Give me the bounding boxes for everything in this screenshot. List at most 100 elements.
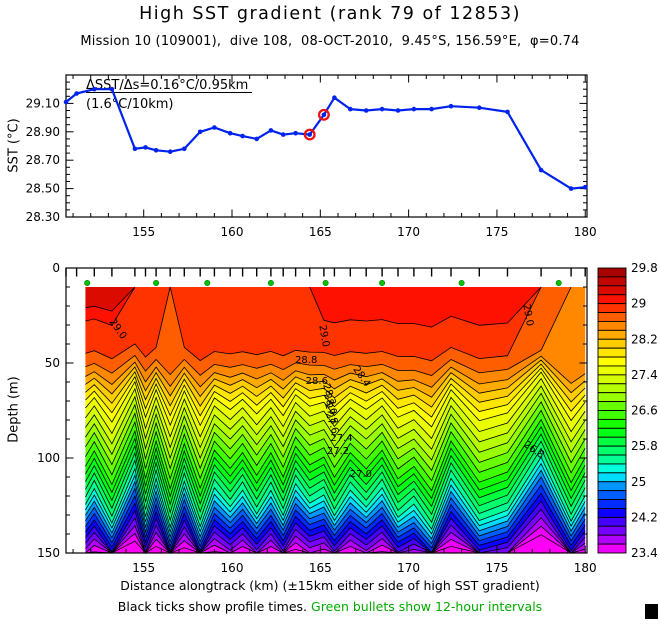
- contour-label: 28.8: [295, 355, 317, 366]
- sst-marker: [132, 146, 138, 152]
- temperature-band: [85, 534, 586, 553]
- colorbar-tick-label: 29: [631, 297, 646, 311]
- isotherm-contour: [85, 484, 586, 549]
- sst-marker: [363, 108, 369, 113]
- temperature-band: [85, 393, 586, 471]
- colorbar-cell: [597, 285, 627, 296]
- colorbar-cell: [597, 454, 627, 465]
- isotherm-contour: [85, 447, 586, 524]
- isotherm-contour: [85, 401, 586, 472]
- temperature-band: [85, 526, 586, 553]
- colorbar-cell: [597, 534, 627, 545]
- sst-marker: [227, 130, 233, 136]
- isotherm-contour: [85, 385, 586, 450]
- isotherm-contour: [85, 525, 586, 554]
- colorbar-tick-label: 28.2: [631, 332, 658, 346]
- isotherm-contour: [85, 440, 586, 516]
- sst-marker: [582, 184, 588, 190]
- gradient-annotation-line1: ΔSST/Δs=0.16°C/0.95km: [86, 78, 248, 93]
- isotherm-contour: [85, 286, 542, 362]
- isotherm-contour: [85, 286, 572, 376]
- contour-label: 27.2: [327, 446, 349, 457]
- sst-y-tick-label: 28.30: [26, 210, 60, 224]
- depth-tick-label: 50: [45, 356, 60, 370]
- colorbar-tick-label: 25: [631, 475, 646, 489]
- temperature-band: [85, 509, 586, 553]
- contour-label: 29.0: [316, 324, 331, 348]
- colorbar-cell: [597, 294, 627, 305]
- temperature-band: [85, 287, 586, 361]
- page-title: High SST gradient (rank 79 of 12853): [139, 4, 521, 24]
- sst-marker: [74, 91, 79, 96]
- colorbar-cell: [597, 329, 627, 340]
- isotherm-contour: [85, 392, 586, 461]
- colorbar-cell: [597, 401, 627, 411]
- temperature-band: [85, 410, 586, 491]
- sst-x-tick-label: 170: [397, 225, 420, 239]
- contour-label: 29.0: [520, 303, 535, 327]
- temperature-band: [85, 493, 586, 553]
- depth-tick-label: 0: [52, 261, 60, 275]
- distance-tick-label: 165: [309, 561, 332, 575]
- colorbar-cell: [597, 338, 627, 349]
- isotherm-contour: [85, 371, 586, 428]
- sst-marker: [143, 145, 148, 150]
- colorbar-cell: [597, 436, 627, 447]
- x-axis-title: Distance alongtrack (km) (±15km either s…: [120, 578, 540, 593]
- isotherm-contour: [85, 456, 586, 530]
- isotherm-contour: [85, 476, 586, 545]
- colorbar-cell: [597, 481, 627, 492]
- twelve-hour-bullet: [153, 279, 160, 286]
- temperature-band: [85, 441, 586, 523]
- distance-tick-label: 175: [485, 561, 508, 575]
- colorbar-cell: [597, 508, 627, 518]
- sst-line-chart: 155 160 165 170 175 180 28.30 28.50 28.70 28.90 29…: [26, 74, 597, 239]
- colorbar-cell: [597, 410, 627, 420]
- temperature-band: [85, 426, 586, 507]
- sst-frame: [65, 74, 588, 218]
- isotherm-contour: [85, 359, 586, 398]
- colorbar-cell: [597, 543, 627, 554]
- sst-marker: [395, 108, 401, 113]
- sst-y-tick-label: 28.70: [26, 153, 60, 167]
- sst-y-tick-label: 29.10: [26, 96, 60, 110]
- isotherm-contour: [85, 508, 586, 554]
- colorbar-cell: [597, 383, 627, 394]
- colorbar-cell: [597, 374, 627, 385]
- depth-tick-label: 100: [37, 451, 60, 465]
- colorbar-cell: [597, 516, 627, 527]
- sst-marker: [477, 105, 482, 110]
- temperature-band: [85, 419, 586, 499]
- sst-x-tick-label: 155: [132, 225, 155, 239]
- colorbar-cell: [597, 276, 627, 287]
- depth-temperature-contour-chart: 29.028.828.629.028.428.228.027.827.627.4…: [37, 261, 658, 575]
- sst-marker: [307, 132, 313, 137]
- sst-marker: [293, 130, 298, 136]
- footer-black-ticks-note: Black ticks show profile times.: [117, 599, 308, 614]
- isotherm-contour: [85, 462, 586, 535]
- isotherm-contour: [85, 286, 136, 312]
- isotherm-contour: [85, 355, 586, 388]
- twelve-hour-bullet: [379, 279, 386, 286]
- sst-marker: [348, 106, 353, 112]
- temperature-band: [85, 287, 586, 328]
- sst-marker: [280, 132, 286, 137]
- colorbar-cell: [597, 463, 627, 474]
- sst-marker: [411, 106, 417, 112]
- twelve-hour-bullet: [555, 279, 562, 286]
- colorbar-cell: [597, 392, 627, 403]
- isotherm-contour: [85, 363, 586, 408]
- sst-marker: [197, 129, 203, 135]
- twelve-hour-bullet: [84, 279, 91, 286]
- sst-marker: [568, 186, 574, 191]
- colorbar-cell: [597, 472, 627, 483]
- colorbar-cell: [597, 365, 627, 376]
- sst-x-tick-label: 175: [485, 225, 508, 239]
- sst-marker: [153, 148, 159, 153]
- colorbar-cell: [597, 356, 627, 367]
- temperature-band: [85, 517, 586, 553]
- sst-marker: [448, 103, 454, 109]
- twelve-hour-bullet: [322, 279, 329, 286]
- footer-green-bullets-note: Green bullets show 12-hour intervals: [311, 599, 543, 614]
